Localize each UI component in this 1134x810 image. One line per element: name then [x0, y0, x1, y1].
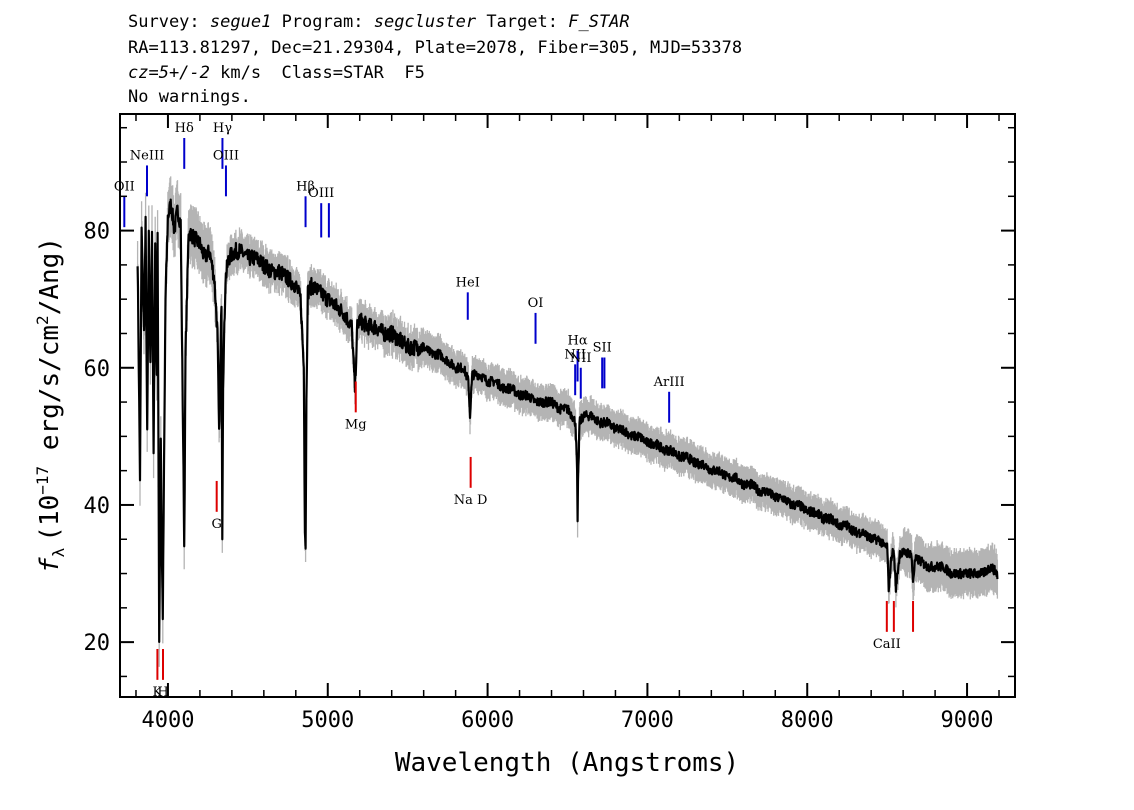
- header-line-4: No warnings.: [128, 87, 251, 107]
- x-tick-label: 8000: [781, 708, 834, 733]
- y-axis-exp: −17: [33, 466, 52, 495]
- emission-line-label: Hα: [568, 334, 588, 349]
- emission-line-label: NII: [564, 347, 586, 362]
- spectrum-layer: [136, 198, 999, 643]
- y-tick-label: 80: [84, 220, 111, 245]
- y-tick-label: 40: [84, 494, 111, 519]
- y-axis-unit-post: /Ang): [35, 237, 65, 315]
- axis-ticks-layer: 4000 5000 6000 7000 8000 9000 20 40 60 80: [84, 114, 1015, 733]
- emission-line-label: OIII: [213, 148, 239, 163]
- y-axis-title: fλ (10−17 erg/s/cm2/Ang): [33, 237, 68, 573]
- header-line-2: RA=113.81297, Dec=21.29304, Plate=2078, …: [128, 38, 743, 58]
- emission-line-label: NeIII: [130, 148, 164, 163]
- x-tick-label: 6000: [461, 708, 514, 733]
- emission-line-label: ArIII: [653, 375, 685, 390]
- x-tick-label: 9000: [941, 708, 994, 733]
- emission-line-label: Hγ: [213, 121, 232, 136]
- absorption-line-label: Mg: [345, 417, 367, 432]
- absorption-line-label: H: [157, 685, 168, 700]
- absorption-line-label: Na D: [454, 493, 488, 508]
- plot-frame: [119, 113, 1016, 698]
- header-line-1: Survey: segue1 Program: segcluster Targe…: [128, 12, 630, 32]
- spectrum-line: [136, 198, 999, 643]
- x-tick-label: 5000: [301, 708, 354, 733]
- absorption-line-label: CaII: [873, 637, 901, 652]
- emission-line-label: OIII: [308, 186, 334, 201]
- y-axis-exp2: 2: [33, 315, 52, 325]
- program-label: Program:: [281, 12, 364, 32]
- x-tick-label: 7000: [621, 708, 674, 733]
- class-text: km/s Class=STAR F5: [209, 63, 425, 83]
- emission-line-label: NII: [570, 351, 592, 366]
- error-band: [136, 176, 999, 667]
- x-axis-title: Wavelength (Angstroms): [395, 748, 739, 778]
- header-line-3: cz=5+/-2 km/s Class=STAR F5: [128, 63, 425, 83]
- y-axis-unit-pre: (10: [35, 495, 65, 542]
- emission-line-label: OII: [114, 179, 135, 194]
- emission-line-label: Hδ: [175, 121, 194, 136]
- target-value: F_STAR: [568, 12, 630, 32]
- emission-line-label: HeI: [456, 275, 480, 290]
- absorption-line-label: K: [153, 685, 163, 700]
- absorption-line-label: G: [211, 517, 221, 532]
- x-tick-label: 4000: [141, 708, 194, 733]
- y-axis-unit-mid: erg/s/cm: [35, 325, 65, 466]
- emission-line-label: OI: [528, 296, 544, 311]
- error-band-layer: [136, 176, 999, 667]
- y-axis-sub: λ: [49, 547, 68, 557]
- redshift-value: cz=5+/-2: [128, 63, 210, 83]
- y-tick-label: 60: [84, 357, 111, 382]
- survey-value: segue1: [209, 12, 272, 32]
- program-value: segcluster: [373, 12, 477, 32]
- emission-line-label: Hβ: [296, 179, 315, 194]
- target-label: Target:: [486, 12, 558, 32]
- emission-line-label: SII: [593, 340, 612, 355]
- y-axis-f: f: [35, 557, 65, 573]
- y-tick-label: 20: [84, 631, 111, 656]
- survey-label: Survey:: [128, 12, 200, 32]
